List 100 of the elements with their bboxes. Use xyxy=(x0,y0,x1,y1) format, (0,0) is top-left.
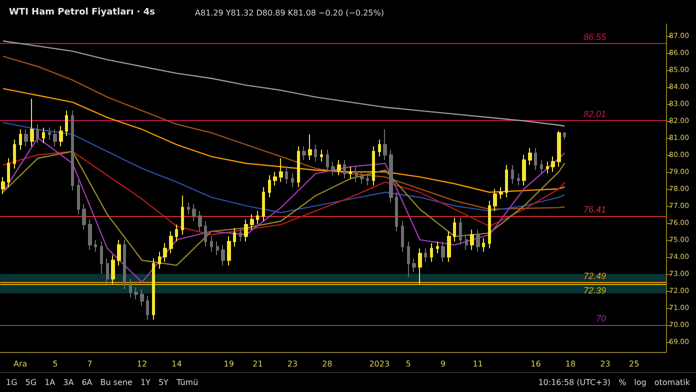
candlestick xyxy=(308,134,312,160)
candlestick xyxy=(459,217,462,246)
chart-title: WTI Ham Petrol Fiyatları · 4s xyxy=(9,8,155,18)
x-tick-label: 25 xyxy=(629,360,640,368)
candlestick xyxy=(534,148,537,171)
candlestick xyxy=(169,230,173,254)
candlestick xyxy=(134,286,138,300)
x-tick-label: 14 xyxy=(172,360,182,368)
candlestick xyxy=(100,241,103,274)
candlestick xyxy=(71,110,74,192)
x-tick-label: 5 xyxy=(406,360,411,368)
candlestick xyxy=(551,156,555,172)
candlestick xyxy=(453,217,456,242)
candlestick xyxy=(297,146,300,188)
candlestick xyxy=(424,248,427,262)
candlestick xyxy=(65,110,68,137)
candlestick xyxy=(123,239,126,290)
candlestick xyxy=(557,130,561,168)
candlestick xyxy=(528,148,532,166)
candlestick xyxy=(546,161,549,174)
x-tick-label: 18 xyxy=(565,360,576,368)
candlestick xyxy=(291,173,294,188)
candlestick xyxy=(111,254,115,285)
candlestick xyxy=(24,128,28,147)
candlestick xyxy=(522,154,526,186)
candlestick xyxy=(511,164,514,184)
candlestick xyxy=(19,128,22,150)
candlestick xyxy=(349,166,352,180)
candlestick xyxy=(378,139,381,158)
text: log xyxy=(634,378,646,387)
candlestick xyxy=(505,164,508,198)
candlestick xyxy=(152,258,155,320)
line-series xyxy=(2,150,566,236)
candlestick xyxy=(563,132,566,140)
x-tick-label: 19 xyxy=(224,360,234,368)
x-tick-label: 7 xyxy=(87,360,92,368)
candlestick xyxy=(302,146,306,160)
candlestick xyxy=(210,236,213,252)
text: 1G xyxy=(6,378,18,387)
candlestick xyxy=(13,139,16,169)
x-tick-label: 11 xyxy=(472,360,483,368)
candlestick xyxy=(82,204,86,230)
candlestick xyxy=(273,171,277,186)
candlestick xyxy=(227,236,231,266)
candlestick xyxy=(285,166,288,184)
line-series xyxy=(2,137,566,283)
text: 1A xyxy=(44,378,56,387)
candlestick xyxy=(331,161,335,176)
candlestick xyxy=(140,288,144,307)
candlestick xyxy=(233,227,236,248)
candlestick xyxy=(175,224,178,242)
candlestick xyxy=(441,241,445,262)
line-series xyxy=(2,88,566,193)
x-tick-label: 12 xyxy=(136,360,148,368)
candlestick xyxy=(250,214,254,230)
ref-line-label: 70 xyxy=(596,313,606,324)
candlestick xyxy=(343,159,346,180)
candlestick xyxy=(216,241,219,256)
candlestick xyxy=(436,241,439,254)
ref-line-label: 82.01 xyxy=(583,109,606,120)
candlestick xyxy=(355,166,358,183)
text: Tümü xyxy=(176,378,198,387)
candlestick xyxy=(540,159,543,174)
line-series xyxy=(2,56,566,210)
text: Bu sene xyxy=(100,378,132,387)
candlestick xyxy=(314,144,317,162)
candlestick xyxy=(320,149,323,162)
candlestick xyxy=(244,218,248,242)
candlestick xyxy=(106,258,109,285)
candlestick xyxy=(482,238,485,252)
ref-line-label: 86.55 xyxy=(583,32,607,42)
candlestick xyxy=(7,158,10,188)
text: 5Y xyxy=(158,378,168,387)
candlestick xyxy=(447,230,451,262)
candlestick xyxy=(395,192,398,232)
candlestick xyxy=(493,188,497,212)
chart-subtitle: A81.29 Y81.32 D80.89 K81.08 −0.20 (−0.25%) xyxy=(195,8,384,18)
candlestick xyxy=(117,239,121,266)
candlestick xyxy=(204,220,207,248)
candlestick xyxy=(407,241,410,278)
candlestick xyxy=(192,204,196,222)
candlestick xyxy=(366,173,369,186)
candlestick xyxy=(158,251,161,270)
candlestick xyxy=(517,173,520,186)
candlestick xyxy=(470,229,474,251)
candlestick xyxy=(465,234,468,251)
x-tick-label: 2023 xyxy=(369,360,390,368)
candlestick xyxy=(412,258,416,273)
text: 3A xyxy=(63,378,74,387)
candlestick xyxy=(187,202,190,215)
x-tick-label: 16 xyxy=(530,360,541,368)
line-series xyxy=(2,40,566,127)
candlestick xyxy=(372,146,375,186)
candlestick xyxy=(499,186,503,200)
candlestick xyxy=(1,176,5,194)
text: 5G xyxy=(25,378,37,387)
candlestick xyxy=(383,128,387,160)
x-tick-label: 23 xyxy=(287,360,298,368)
text: 10:16:58 (UTC+3) xyxy=(538,378,611,387)
candlestick xyxy=(181,195,184,236)
